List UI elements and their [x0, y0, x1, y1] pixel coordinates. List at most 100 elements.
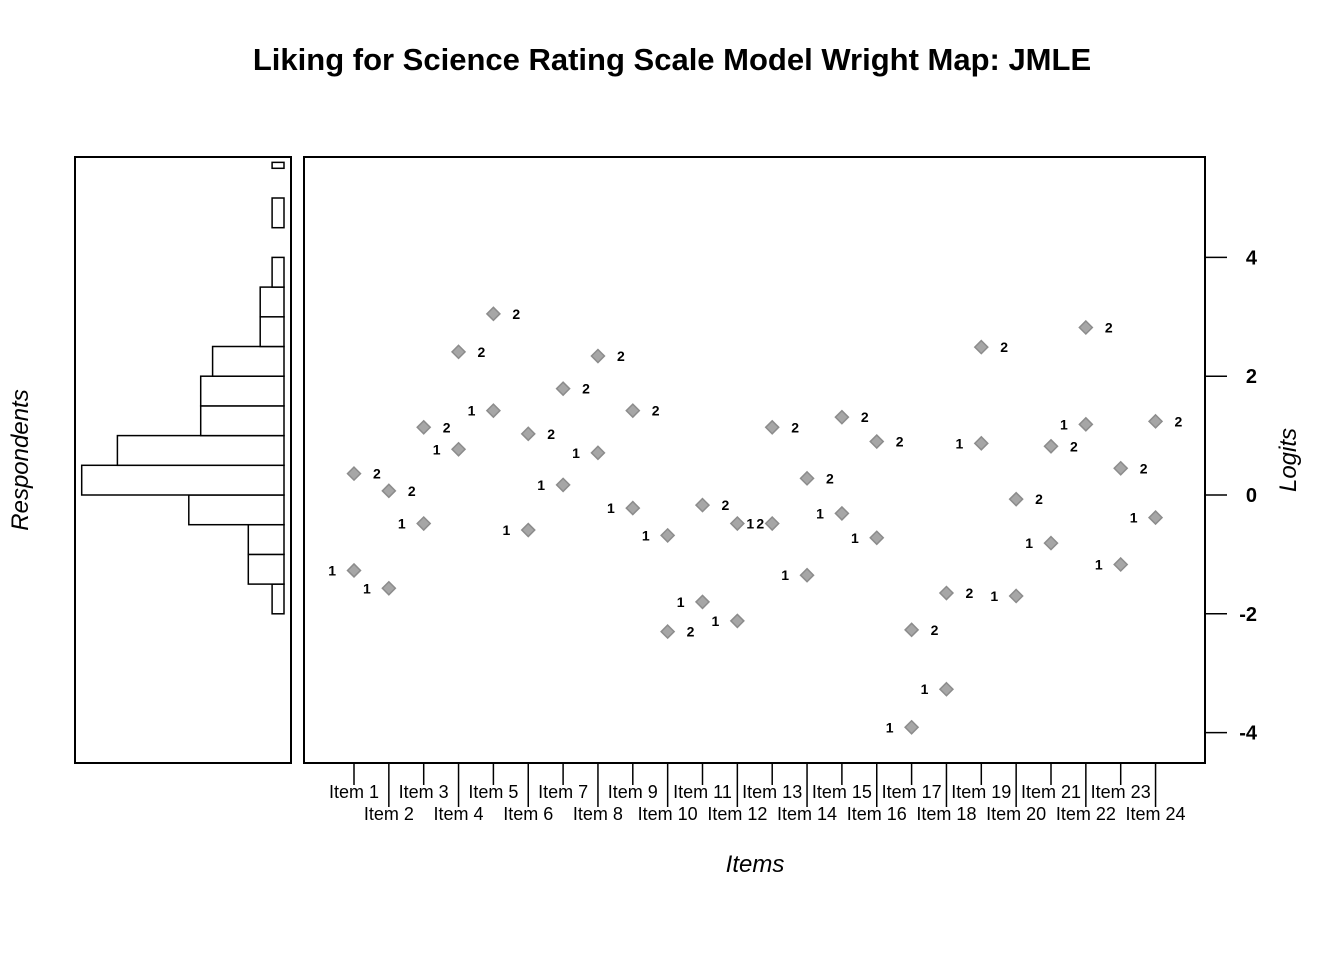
x-tick-label: Item 21 [1021, 782, 1081, 802]
histogram-bar [271, 197, 285, 229]
histogram-bar [247, 523, 285, 556]
y-tick-label: 2 [1246, 366, 1257, 388]
x-tick-label: Item 8 [573, 804, 623, 824]
threshold-label: 1 [607, 500, 615, 516]
threshold-point [1078, 416, 1094, 432]
x-tick-label: Item 20 [986, 804, 1046, 824]
x-tick-label: Item 1 [329, 782, 379, 802]
histogram-bar [259, 316, 285, 348]
threshold-label: 2 [687, 624, 695, 640]
threshold-label: 1 [642, 527, 650, 543]
threshold-label: 1 [537, 477, 545, 493]
threshold-point [834, 409, 850, 425]
y-tick-label: 0 [1246, 485, 1257, 507]
threshold-point [346, 466, 362, 482]
threshold-point [764, 515, 780, 532]
person-histogram-frame [74, 156, 292, 764]
threshold-label: 2 [617, 348, 625, 364]
threshold-point [729, 515, 745, 532]
threshold-label: 2 [443, 419, 451, 435]
threshold-label: 1 [433, 441, 441, 457]
x-tick-label: Item 16 [847, 804, 907, 824]
threshold-label: 2 [408, 483, 416, 499]
threshold-label: 2 [791, 419, 799, 435]
threshold-label: 2 [1105, 319, 1113, 335]
threshold-label: 2 [652, 403, 660, 419]
threshold-point [799, 567, 815, 583]
threshold-label: 1 [363, 580, 371, 596]
y-tick-label: -2 [1239, 604, 1257, 626]
threshold-label: 2 [965, 585, 973, 601]
threshold-label: 1 [398, 516, 406, 532]
histogram-bar [271, 583, 285, 615]
threshold-label: 1 [677, 594, 685, 610]
threshold-point [485, 306, 501, 322]
person-axis-label: Respondents [7, 389, 34, 530]
x-tick-label: Item 10 [638, 804, 698, 824]
x-tick-label: Item 3 [399, 782, 449, 802]
threshold-point [938, 585, 955, 601]
threshold-point [660, 527, 676, 543]
threshold-point [520, 426, 536, 442]
threshold-point [1147, 510, 1164, 526]
threshold-point [869, 433, 885, 450]
threshold-label: 2 [931, 622, 939, 638]
histogram-bar [199, 405, 285, 437]
threshold-label: 1 [1025, 535, 1033, 551]
threshold-point [416, 419, 432, 435]
x-tick-label: Item 11 [673, 782, 732, 802]
histogram-bar [247, 553, 285, 585]
threshold-point [625, 500, 641, 516]
threshold-point [834, 505, 850, 521]
threshold-point [1113, 460, 1129, 476]
threshold-label: 2 [478, 344, 486, 360]
threshold-label: 1 [1095, 556, 1103, 572]
threshold-point [625, 403, 641, 419]
threshold-point [450, 344, 467, 360]
threshold-label: 1 [921, 681, 929, 697]
threshold-label: 2 [547, 426, 555, 442]
x-tick-label: Item 9 [608, 782, 658, 802]
x-tick-label: Item 5 [468, 782, 518, 802]
threshold-label: 1 [468, 403, 476, 419]
threshold-label: 1 [990, 588, 998, 604]
y-tick-label: -4 [1239, 723, 1258, 745]
threshold-label: 1 [746, 516, 754, 532]
threshold-label: 2 [1070, 438, 1078, 454]
x-tick-label: Item 23 [1091, 782, 1151, 802]
x-tick-label: Item 18 [916, 804, 976, 824]
x-tick-label: Item 4 [434, 804, 484, 824]
person-histogram [80, 161, 285, 615]
threshold-label: 2 [373, 466, 381, 482]
threshold-label: 1 [328, 562, 336, 578]
threshold-label: 2 [512, 306, 520, 322]
threshold-label: 1 [781, 567, 789, 583]
threshold-label: 1 [1060, 416, 1068, 432]
threshold-point [485, 403, 501, 419]
threshold-label: 1 [712, 613, 720, 629]
threshold-label: 2 [1035, 491, 1043, 507]
histogram-bar [259, 286, 285, 318]
threshold-point [1008, 491, 1024, 507]
x-tick-label: Item 13 [742, 782, 802, 802]
threshold-point [1078, 319, 1094, 336]
threshold-point [869, 530, 885, 546]
y-axis-label: Logits [1275, 428, 1302, 492]
threshold-point [973, 339, 989, 355]
threshold-point [520, 522, 536, 538]
threshold-point [1043, 535, 1059, 551]
threshold-point [904, 622, 920, 638]
histogram-bar [211, 345, 285, 377]
threshold-label: 2 [826, 470, 834, 486]
threshold-point [729, 613, 745, 629]
threshold-points: 1212121212121212121212121212121212121212… [328, 306, 1182, 735]
x-axis-label: Items [726, 851, 785, 878]
threshold-label: 1 [502, 522, 510, 538]
threshold-label: 2 [861, 409, 869, 425]
threshold-point [904, 719, 920, 735]
threshold-point [973, 435, 989, 451]
histogram-bar [271, 256, 285, 288]
threshold-point [799, 470, 815, 486]
threshold-label: 1 [886, 719, 894, 735]
